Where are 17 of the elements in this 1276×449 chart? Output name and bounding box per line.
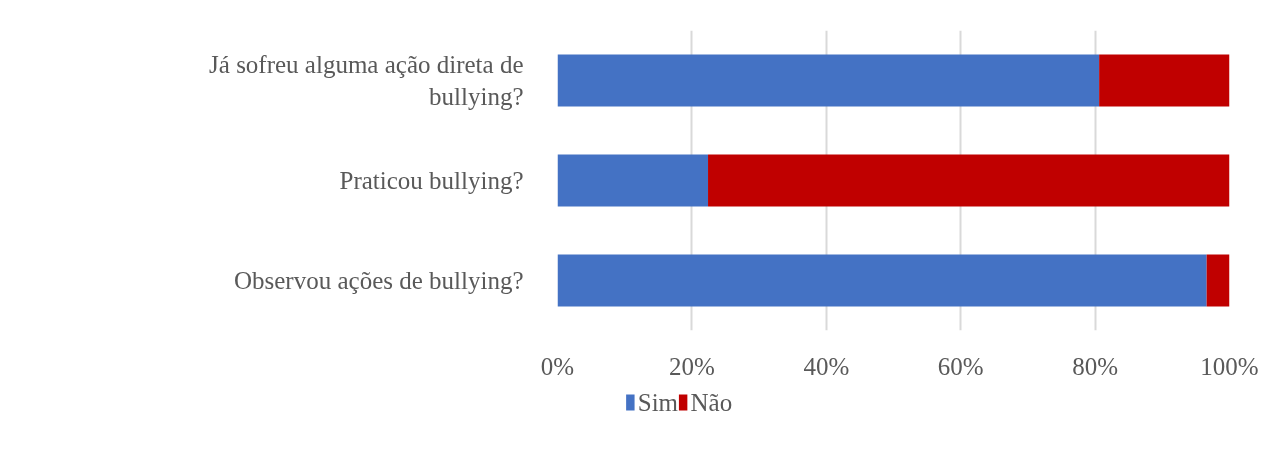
x-tick-label: 0% [540,352,575,380]
y-tick-label: Praticou bullying? [339,167,524,194]
bar [557,154,709,207]
bar [557,54,1100,107]
bar [557,254,1207,307]
y-tick-label: Observou ações de bullying? [234,267,524,294]
y-tick-label: Já sofreu alguma ação direta de bullying? [209,50,524,111]
bar [708,154,1230,207]
x-tick-label: 40% [803,352,850,380]
bar [1099,54,1230,107]
legend-label: Não [690,389,733,416]
x-tick-label: 80% [1072,352,1119,380]
x-tick-label: 20% [668,352,715,380]
bar [1206,254,1230,307]
x-tick-label: 60% [937,352,984,380]
x-tick-label: 100% [1200,352,1259,380]
legend-label: Sim [637,389,679,416]
